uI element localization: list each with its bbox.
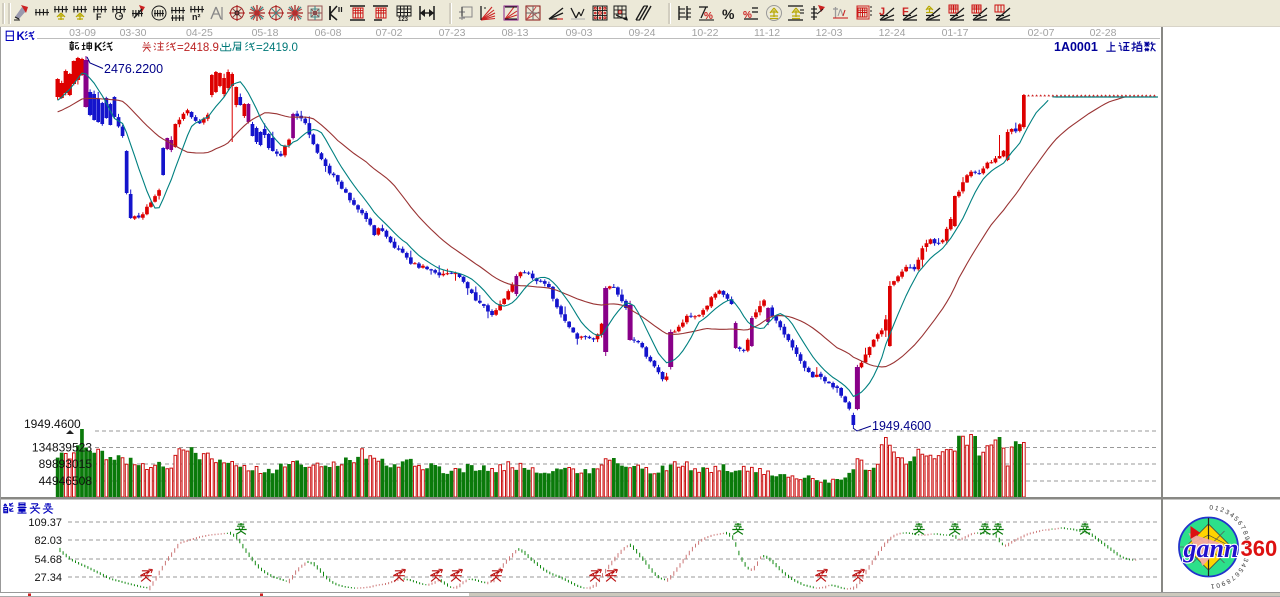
svg-text:F: F <box>902 6 909 18</box>
svg-text:02-28: 02-28 <box>1090 27 1117 39</box>
svg-text:%: % <box>722 6 735 22</box>
svg-text:K: K <box>94 40 103 54</box>
svg-text:12-24: 12-24 <box>879 27 906 39</box>
svg-text:0: 0 <box>1244 541 1251 546</box>
svg-text:1: 1 <box>1210 582 1215 589</box>
svg-text:12-03: 12-03 <box>816 27 843 39</box>
svg-text:=2419.0: =2419.0 <box>256 42 298 54</box>
svg-text:07-02: 07-02 <box>376 27 403 39</box>
svg-text:9: 9 <box>1220 579 1226 587</box>
svg-text:7: 7 <box>1239 525 1247 532</box>
svg-text:4: 4 <box>1228 512 1235 520</box>
svg-text:05-18: 05-18 <box>252 27 279 39</box>
svg-text:%: % <box>704 11 713 22</box>
svg-text:6: 6 <box>1233 570 1241 578</box>
svg-text:02-07: 02-07 <box>1028 27 1055 39</box>
svg-text:09-24: 09-24 <box>629 27 656 39</box>
svg-text:%: % <box>743 10 752 21</box>
svg-text:5: 5 <box>1236 566 1244 573</box>
svg-text:3: 3 <box>1241 557 1249 563</box>
svg-text:54.68: 54.68 <box>34 554 62 566</box>
svg-text:1: 1 <box>1244 547 1251 551</box>
svg-text:K: K <box>17 31 26 43</box>
svg-text:07-23: 07-23 <box>439 27 466 39</box>
svg-text:123: 123 <box>398 17 409 23</box>
svg-text:03-09: 03-09 <box>69 27 96 39</box>
svg-text:10-22: 10-22 <box>692 27 719 39</box>
svg-text:1949.4600: 1949.4600 <box>24 417 81 431</box>
svg-text:1949.4600: 1949.4600 <box>872 419 931 433</box>
svg-text:03-30: 03-30 <box>120 27 147 39</box>
svg-text:9: 9 <box>1243 536 1251 541</box>
svg-text:1A0001: 1A0001 <box>1054 40 1098 54</box>
svg-text:06-08: 06-08 <box>315 27 342 39</box>
svg-text:01-17: 01-17 <box>942 27 969 39</box>
svg-text:08-13: 08-13 <box>502 27 529 39</box>
svg-text:109.37: 109.37 <box>28 517 62 529</box>
svg-text:3: 3 <box>1224 509 1231 517</box>
svg-text:0: 0 <box>1209 504 1213 511</box>
svg-text:09-03: 09-03 <box>566 27 593 39</box>
svg-text:n²: n² <box>192 12 201 22</box>
svg-text:gann: gann <box>1183 534 1239 563</box>
svg-text:11-12: 11-12 <box>754 27 780 39</box>
svg-text:J: J <box>879 6 885 18</box>
svg-text:27.34: 27.34 <box>34 572 62 584</box>
svg-text:0: 0 <box>1215 581 1221 589</box>
svg-text:8: 8 <box>1225 577 1232 585</box>
svg-text:89893015: 89893015 <box>39 457 93 471</box>
svg-text:44946508: 44946508 <box>39 474 93 488</box>
svg-text:2476.2200: 2476.2200 <box>104 62 163 76</box>
svg-text:2: 2 <box>1243 552 1251 557</box>
svg-text:82.03: 82.03 <box>34 535 62 547</box>
svg-text:F: F <box>96 12 102 22</box>
svg-text:=2418.9: =2418.9 <box>177 42 219 54</box>
svg-text:7: 7 <box>1229 574 1236 582</box>
svg-text:1: 1 <box>1214 505 1219 513</box>
svg-text:2: 2 <box>1219 506 1225 514</box>
svg-text:04-25: 04-25 <box>186 27 213 39</box>
svg-text:134839523: 134839523 <box>32 441 92 455</box>
svg-text:8: 8 <box>1241 530 1249 536</box>
svg-text:6: 6 <box>1236 520 1244 527</box>
svg-text:4: 4 <box>1239 562 1247 569</box>
svg-text:5: 5 <box>1232 515 1240 523</box>
svg-text:360: 360 <box>1241 536 1278 561</box>
